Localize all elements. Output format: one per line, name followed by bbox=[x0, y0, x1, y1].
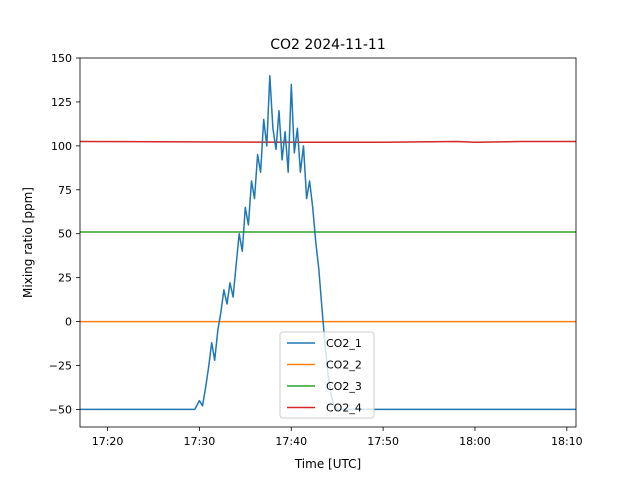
y-axis-label: Mixing ratio [ppm] bbox=[21, 187, 35, 298]
y-tick-label: 50 bbox=[58, 228, 72, 241]
legend-entry-label: CO2_3 bbox=[326, 380, 362, 393]
legend-entry-label: CO2_2 bbox=[326, 359, 362, 372]
y-tick-label: 125 bbox=[51, 96, 72, 109]
y-tick-label: 150 bbox=[51, 52, 72, 65]
y-tick-label: 0 bbox=[65, 316, 72, 329]
legend-entry-label: CO2_4 bbox=[326, 402, 362, 415]
plot-area bbox=[79, 74, 576, 411]
x-tick-label: 17:50 bbox=[367, 435, 399, 448]
x-axis-label: Time [UTC] bbox=[294, 457, 361, 471]
chart-title: CO2 2024-11-11 bbox=[270, 37, 386, 53]
x-tick-label: 17:40 bbox=[275, 435, 307, 448]
y-tick-label: 100 bbox=[51, 140, 72, 153]
y-tick-label: 25 bbox=[58, 272, 72, 285]
plot-frame bbox=[79, 57, 577, 428]
axes-ticks: 17:20 17:30 17:40 17:50 18:00 18:10 −50 −25 0 25 5… bbox=[49, 52, 583, 448]
legend-box bbox=[279, 331, 375, 419]
y-tick-label: −50 bbox=[49, 403, 72, 416]
series-line-co2-4 bbox=[79, 140, 576, 144]
y-tick-label: 75 bbox=[58, 184, 72, 197]
y-tick-label: −25 bbox=[49, 360, 72, 373]
legend: CO2_1 CO2_2 CO2_3 CO2_4 bbox=[279, 331, 375, 419]
x-tick-label: 18:00 bbox=[459, 435, 491, 448]
series-line-co2-1 bbox=[80, 74, 576, 411]
x-tick-label: 17:30 bbox=[184, 435, 216, 448]
x-tick-label: 17:20 bbox=[92, 435, 124, 448]
legend-entry-label: CO2_1 bbox=[326, 337, 362, 350]
x-tick-label: 18:10 bbox=[551, 435, 583, 448]
